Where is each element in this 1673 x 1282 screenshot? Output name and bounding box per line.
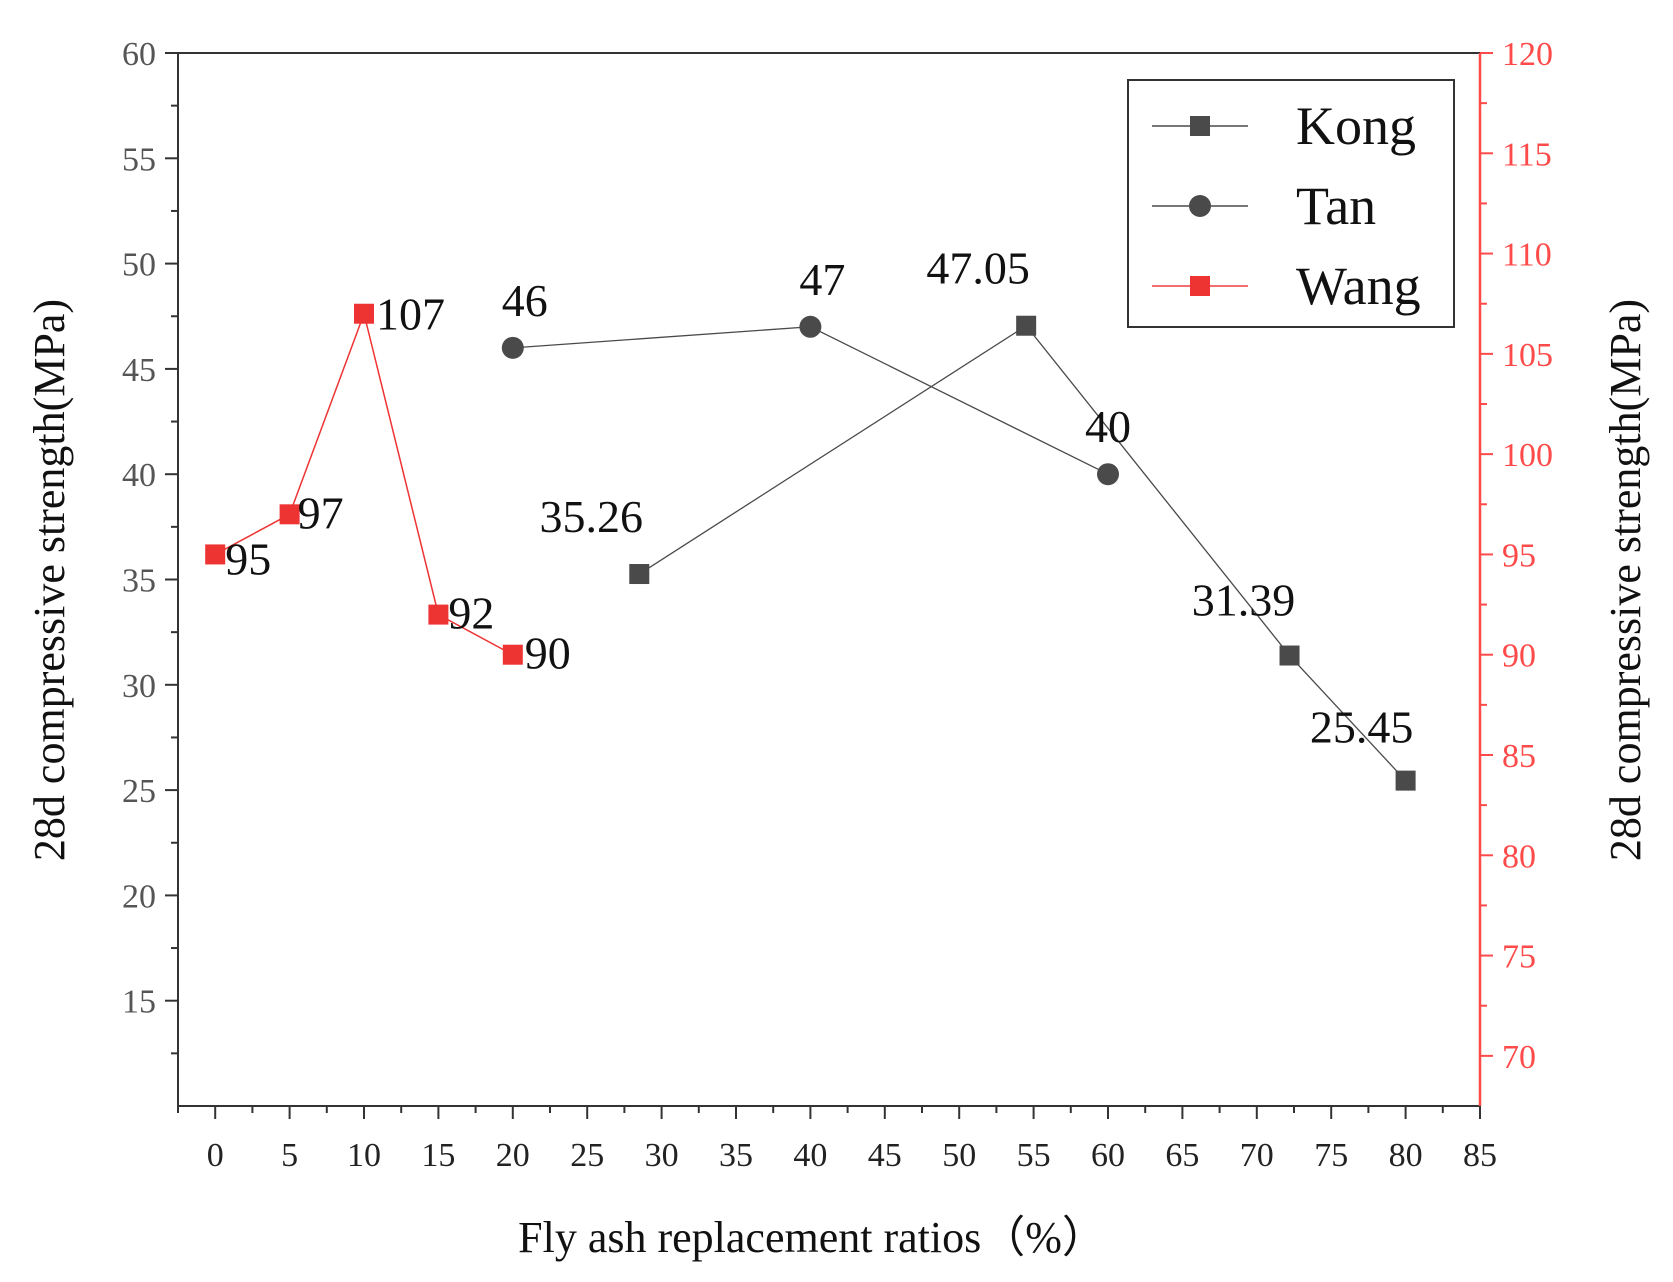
- lines-layer: [214, 311, 1407, 782]
- y-left-tick-label-40: 40: [122, 457, 156, 494]
- legend-wang-label: Wang: [1296, 256, 1421, 316]
- x-tick-label-50: 50: [942, 1137, 976, 1174]
- legend: Kong Tan Wang: [1127, 79, 1455, 328]
- y-right-tick-label-100: 100: [1502, 437, 1553, 474]
- y-left-tick-label-45: 45: [122, 352, 156, 389]
- kong-point-0: [629, 564, 650, 585]
- legend-tan-marker: [1189, 195, 1211, 217]
- tan-point-2: [1097, 463, 1119, 486]
- legend-tan-label: Tan: [1296, 176, 1376, 236]
- wang-point-2: [354, 303, 374, 324]
- y-right-tick-label-115: 115: [1502, 136, 1552, 173]
- kong-point-1: [1016, 315, 1037, 336]
- legend-kong-marker: [1190, 116, 1210, 136]
- x-tick-label-25: 25: [570, 1137, 604, 1174]
- wang-data-label-4: 90: [525, 628, 571, 679]
- tan-point-1: [799, 315, 822, 338]
- markers-layer: [205, 303, 1416, 791]
- kong-data-label-0: 35.26: [540, 491, 644, 542]
- y-right-tick-label-120: 120: [1502, 36, 1553, 73]
- kong-data-label-2: 31.39: [1192, 575, 1296, 626]
- x-tick-label-70: 70: [1240, 1137, 1274, 1174]
- y-right-tick-label-110: 110: [1502, 237, 1552, 274]
- y-left-tick-label-50: 50: [122, 247, 156, 284]
- wang-data-label-2: 107: [376, 289, 445, 340]
- y-right-tick-label-75: 75: [1502, 939, 1536, 976]
- x-tick-label-45: 45: [868, 1137, 902, 1174]
- y-left-tick-label-20: 20: [122, 878, 156, 915]
- y-axis-title-right: 28d compressive strength(MPa): [1601, 299, 1650, 861]
- x-tick-label-15: 15: [421, 1137, 455, 1174]
- x-tick-label-80: 80: [1389, 1137, 1423, 1174]
- y-left-tick-label-15: 15: [122, 984, 156, 1021]
- y-right-tick-label-105: 105: [1502, 337, 1553, 374]
- kong-data-label-3: 25.45: [1310, 702, 1414, 753]
- axes-layer: 0 5 10 15 20 25 30 35 40 45 50 55 60 65 70 75 80 85 15 20 25…: [122, 36, 1553, 1174]
- wang-data-label-0: 95: [225, 533, 271, 584]
- x-tick-label-10: 10: [347, 1137, 381, 1174]
- x-tick-label-65: 65: [1165, 1137, 1199, 1174]
- tan-data-label-0: 46: [502, 275, 548, 326]
- x-tick-label-0: 0: [207, 1137, 224, 1174]
- x-tick-label-60: 60: [1091, 1137, 1125, 1174]
- x-tick-label-40: 40: [793, 1137, 827, 1174]
- legend-kong-label: Kong: [1296, 96, 1416, 156]
- tan-point-0: [501, 336, 524, 359]
- y-left-tick-label-35: 35: [122, 563, 156, 600]
- x-tick-label-55: 55: [1017, 1137, 1051, 1174]
- x-tick-label-35: 35: [719, 1137, 753, 1174]
- wang-point-0: [205, 544, 226, 565]
- y-left-tick-label-60: 60: [122, 36, 156, 73]
- kong-series-line: [638, 324, 1407, 782]
- y-left-tick-label-25: 25: [122, 773, 156, 810]
- wang-point-4: [502, 644, 523, 665]
- y-right-tick-label-85: 85: [1502, 738, 1536, 775]
- kong-point-2: [1279, 645, 1300, 666]
- x-tick-label-5: 5: [281, 1137, 298, 1174]
- tan-data-label-1: 47: [799, 254, 845, 305]
- data-labels-layer: 35.26 47.05 31.39 25.45 46 47 40 95 97 107 92 90: [225, 243, 1413, 753]
- y-right-tick-label-90: 90: [1502, 638, 1536, 675]
- x-tick-label-20: 20: [496, 1137, 530, 1174]
- kong-data-label-1: 47.05: [926, 243, 1030, 294]
- x-tick-label-30: 30: [645, 1137, 679, 1174]
- legend-wang-marker: [1190, 276, 1210, 296]
- tan-series-line: [512, 326, 1109, 475]
- y-axis-title-left: 28d compressive strength(MPa): [25, 299, 74, 861]
- tan-data-label-2: 40: [1085, 401, 1131, 452]
- y-right-tick-label-70: 70: [1502, 1039, 1536, 1076]
- x-tick-label-85: 85: [1463, 1137, 1497, 1174]
- y-left-tick-label-30: 30: [122, 668, 156, 705]
- wang-point-1: [279, 504, 300, 525]
- wang-data-label-1: 97: [298, 487, 344, 538]
- y-right-tick-label-80: 80: [1502, 838, 1536, 875]
- y-right-tick-label-95: 95: [1502, 537, 1536, 574]
- y-left-tick-label-55: 55: [122, 141, 156, 178]
- wang-data-label-3: 92: [448, 588, 494, 639]
- x-tick-label-75: 75: [1314, 1137, 1348, 1174]
- x-axis-title: Fly ash replacement ratios（%）: [518, 1213, 1106, 1262]
- kong-point-3: [1395, 770, 1416, 791]
- wang-point-3: [428, 604, 449, 625]
